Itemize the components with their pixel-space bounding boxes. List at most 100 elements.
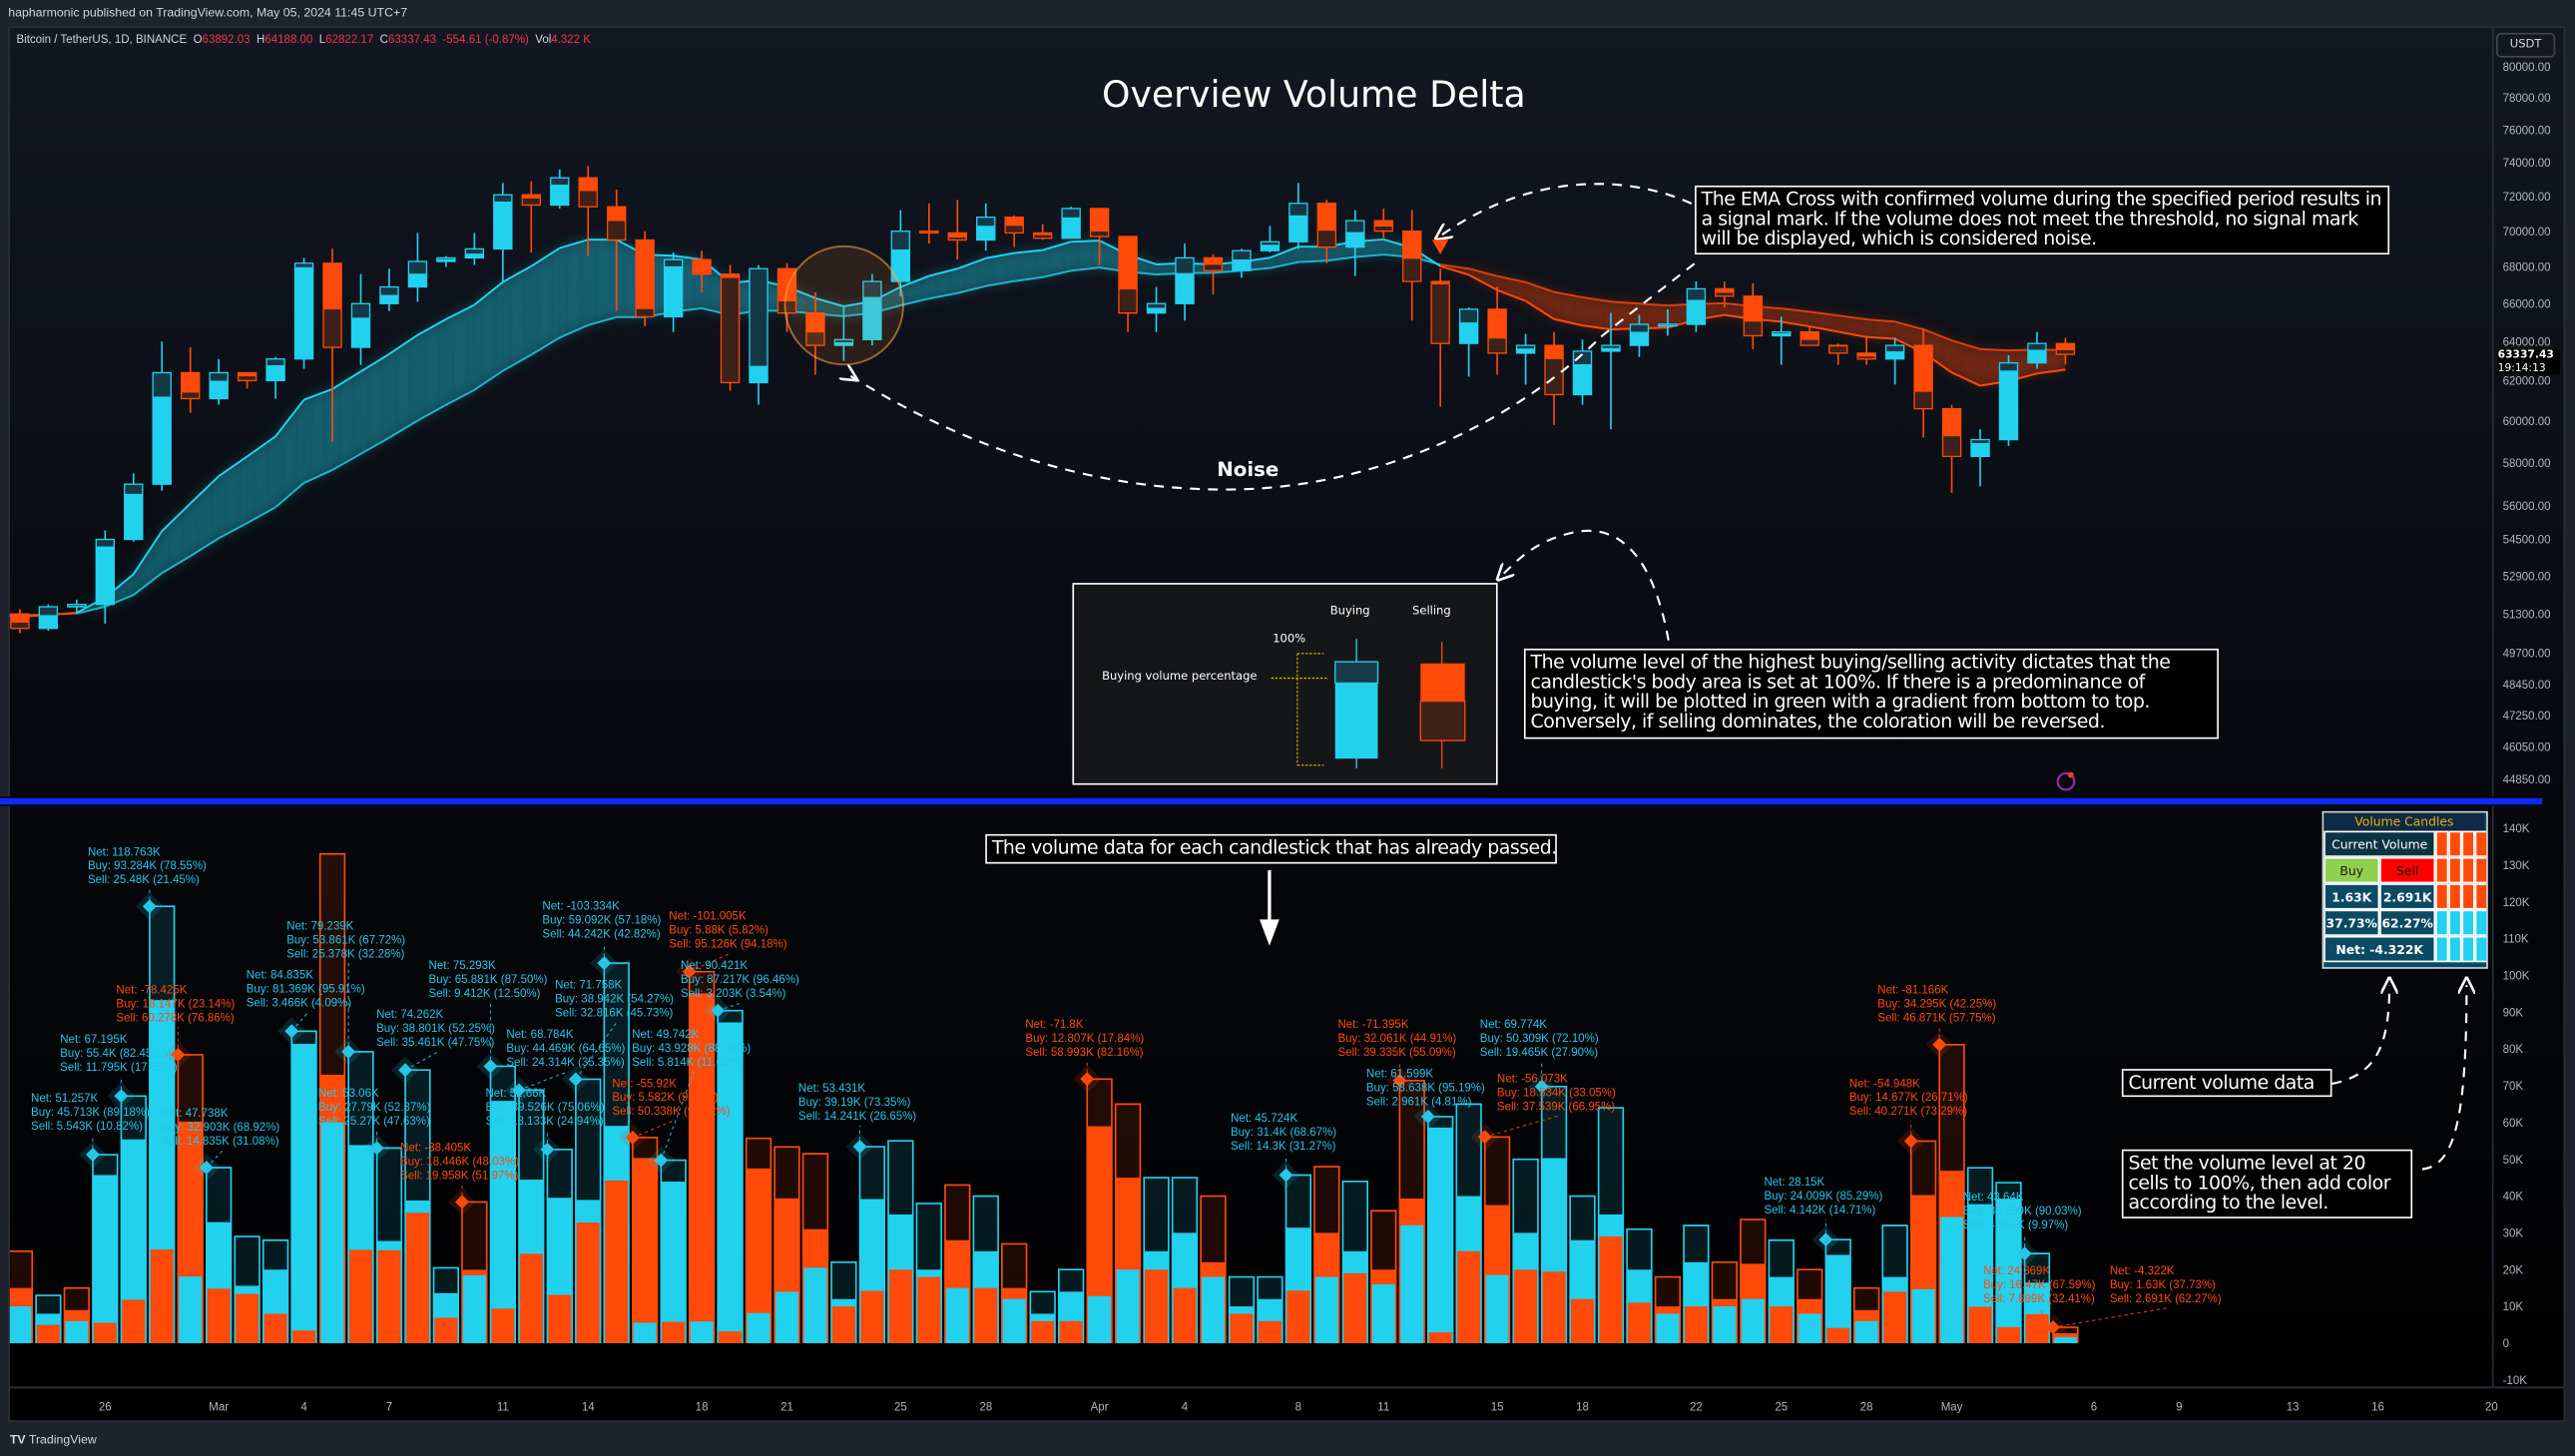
volume-minor-fill (888, 1269, 913, 1343)
ema-glow (1468, 268, 1498, 290)
candle (1629, 314, 1650, 357)
ema-fast-line (473, 280, 504, 306)
price-tick: 74000.00 (2503, 158, 2551, 170)
volume-outline (1114, 1103, 1142, 1343)
alert-icon[interactable] (2056, 771, 2076, 791)
volume-minor-fill (36, 1324, 61, 1343)
candle-buy-fill (436, 258, 455, 261)
label-leader-line (632, 1120, 675, 1139)
inset-dashed-arrow (1503, 529, 1670, 641)
volume-outline (1341, 1180, 1368, 1343)
volume-minor-fill (121, 1299, 147, 1343)
ema-glow (1554, 291, 1583, 326)
net-text: Net: 90.421K (681, 960, 748, 972)
volume-outline (1740, 1218, 1767, 1343)
tradingview-logo[interactable]: TV TradingView (10, 1432, 97, 1447)
volume-delta-label: Net: -55.92K Buy: 5.582K (9.98%) Sell: 50.… (612, 1078, 730, 1118)
volume-bar (1313, 1166, 1340, 1343)
ema-band-fill (502, 265, 532, 371)
ema-band-fill (417, 318, 446, 421)
candle (350, 273, 371, 365)
candle (1884, 337, 1905, 385)
time-tick: 8 (1295, 1401, 1301, 1413)
volume-tick: 80K (2503, 1044, 2524, 1056)
ema-slow-line (133, 572, 163, 596)
ema-glow (1923, 329, 1952, 373)
currency-button[interactable]: USDT (2496, 32, 2556, 58)
volume-outline (9, 1249, 34, 1343)
ema-band-fill (1554, 291, 1583, 326)
volume-total-shade (348, 1051, 373, 1146)
volume-delta-label: Net: 47.738K Buy: 32.903K (68.92%) Sell: 1… (161, 1108, 279, 1148)
volume-minor-fill (1201, 1276, 1226, 1343)
time-tick: 9 (2176, 1401, 2182, 1413)
volume-dominant-fill (0, 1291, 4, 1343)
candle (209, 358, 229, 405)
candle (720, 264, 741, 391)
ema-glow (1297, 246, 1327, 262)
net-text: Net: -81.166K (1877, 984, 1948, 996)
candle-buy-fill (749, 365, 769, 383)
volume-bar (1257, 1275, 1284, 1343)
symbol-legend[interactable]: Bitcoin / TetherUS, 1D, BINANCE O63892.0… (16, 35, 591, 47)
volume-bar (1001, 1242, 1028, 1343)
volume-minor-fill (1030, 1320, 1056, 1343)
volume-bar (1370, 1210, 1397, 1343)
buy-text: Buy: 59.092K (57.18%) (542, 915, 661, 927)
volume-total-shade (802, 1154, 828, 1229)
ema-slow-line (1468, 267, 1498, 277)
candle-buy-fill (664, 265, 683, 317)
low-value: 62822.17 (325, 34, 374, 47)
candle-sell-fill (1828, 345, 1847, 347)
ema-slow-line (190, 537, 220, 558)
net-text: Net: 45.724K (1231, 1113, 1297, 1125)
time-tick: 15 (1491, 1401, 1504, 1413)
volume-minor-fill (433, 1317, 459, 1343)
candle (322, 248, 342, 442)
volume-outline (972, 1195, 999, 1343)
volume-minor-fill (178, 1276, 204, 1343)
volume-outline (234, 1235, 260, 1343)
volume-bar (375, 1147, 403, 1343)
ema-slow-line (1837, 314, 1867, 321)
inset-diagram (1271, 639, 1466, 769)
candle-buy-fill (1175, 272, 1195, 304)
volume-total-shade (604, 963, 630, 1127)
volume-minor-fill (1313, 1276, 1339, 1343)
candle (550, 169, 570, 209)
volume-bar (1938, 1043, 1965, 1343)
price-tick: 70000.00 (2503, 227, 2551, 239)
ema-fast-line (331, 370, 362, 390)
candle (1686, 281, 1707, 332)
ema-slow-line (1354, 253, 1384, 258)
candle (1430, 268, 1450, 407)
time-tick: 4 (300, 1401, 307, 1413)
candle-buy-fill (1999, 370, 2018, 440)
label-leader-line (718, 1001, 744, 1012)
candle-sell-fill (919, 231, 938, 233)
volume-minor-fill (1797, 1313, 1822, 1343)
volume-minor-fill (348, 1249, 373, 1343)
time-tick: 4 (1182, 1401, 1189, 1413)
net-text: Net: 79.239K (286, 920, 353, 932)
volume-total-shade (9, 1250, 33, 1288)
level-cell (2474, 883, 2487, 910)
pane-separator[interactable] (0, 796, 2543, 806)
price-tick: 47250.00 (2503, 711, 2551, 723)
volume-total-shade (831, 1261, 856, 1299)
candle-sell-fill (805, 312, 824, 333)
candle-buy-fill (96, 546, 115, 605)
volume-total-shade (859, 1147, 885, 1200)
volume-minor-fill (1513, 1269, 1538, 1343)
volume-minor-fill (518, 1253, 544, 1343)
volume-delta-label: Net: 71.758K Buy: 38.942K (54.27%) Sell: 3… (555, 980, 674, 1020)
candle (1260, 226, 1281, 252)
candle-buy-fill (891, 248, 910, 282)
volume-total-shade (433, 1267, 459, 1293)
candle-sell-fill (1942, 408, 1961, 437)
time-tick: 28 (979, 1401, 992, 1413)
volume-tick: 60K (2503, 1118, 2524, 1130)
volume-delta-label: Net: -81.166K Buy: 34.295K (42.25%) Sell: … (1877, 984, 1996, 1024)
ema-slow-line (1071, 266, 1100, 272)
